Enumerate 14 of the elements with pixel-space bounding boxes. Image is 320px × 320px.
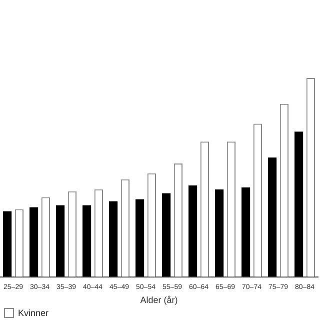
bar [188,185,198,277]
bar [294,132,304,277]
bar [241,187,250,277]
bar [135,199,144,277]
bar [82,205,92,277]
bar [214,189,224,277]
x-axis-title: Alder (år) [140,295,178,306]
bar [268,158,277,277]
bar [29,207,38,277]
bar [56,205,65,277]
text: Kvinner [18,308,49,318]
bar [108,201,118,277]
bar [2,211,12,277]
bar [162,193,171,277]
